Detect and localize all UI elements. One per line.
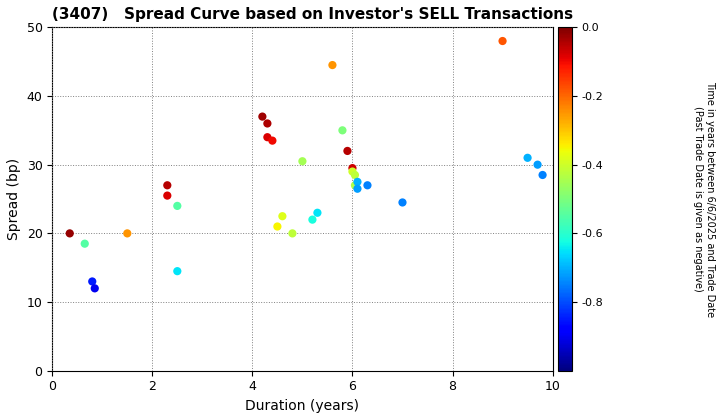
X-axis label: Duration (years): Duration (years) [246,399,359,413]
Point [86,278,98,285]
Point [256,113,268,120]
Point [89,285,101,292]
Point [351,178,363,185]
Point [287,230,298,237]
Point [161,182,173,189]
Point [347,165,359,171]
Point [522,155,534,161]
Point [497,38,508,45]
Point [171,202,183,209]
Point [79,240,91,247]
Point [337,127,348,134]
Point [261,120,273,127]
Point [532,161,544,168]
Point [276,213,288,220]
Point [349,182,361,189]
Point [351,185,363,192]
Point [161,192,173,199]
Point [266,137,278,144]
Point [361,182,373,189]
Point [297,158,308,165]
Point [261,134,273,141]
Point [171,268,183,275]
Y-axis label: Spread (bp): Spread (bp) [7,158,21,240]
Point [122,230,133,237]
Point [312,210,323,216]
Point [64,230,76,237]
Point [349,172,361,178]
Point [327,62,338,68]
Y-axis label: Time in years between 6/6/2025 and Trade Date
(Past Trade Date is given as negat: Time in years between 6/6/2025 and Trade… [693,81,715,317]
Point [307,216,318,223]
Point [271,223,283,230]
Point [397,199,408,206]
Point [347,168,359,175]
Text: (3407)   Spread Curve based on Investor's SELL Transactions: (3407) Spread Curve based on Investor's … [53,7,573,22]
Point [342,147,354,154]
Point [537,172,549,178]
